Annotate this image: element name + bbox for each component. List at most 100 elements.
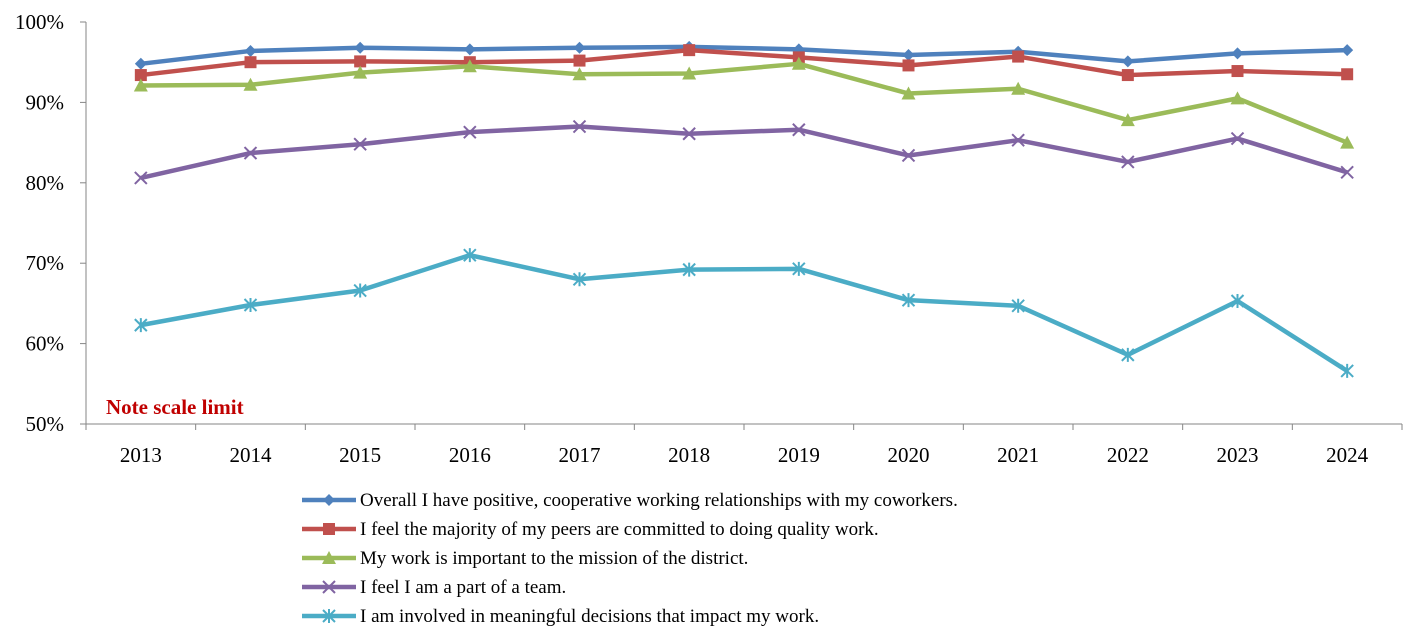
x-tick-label: 2021 (997, 443, 1039, 467)
legend-marker (322, 580, 336, 594)
legend-entry: My work is important to the mission of t… (302, 548, 748, 569)
legend-entry: Overall I have positive, cooperative wor… (302, 490, 958, 511)
x-tick-label: 2014 (230, 443, 273, 467)
legend-marker (323, 523, 335, 535)
series-4 (134, 119, 1354, 185)
data-point (243, 298, 258, 313)
legend-label: My work is important to the mission of t… (360, 548, 748, 569)
y-tick-label: 100% (15, 10, 64, 34)
series-line (140, 47, 1348, 78)
data-point (1230, 293, 1245, 308)
legend-entry: I feel I am a part of a team. (302, 577, 566, 598)
legend-marker (323, 494, 335, 506)
legend-label: I am involved in meaningful decisions th… (360, 606, 819, 627)
data-point (244, 56, 257, 69)
data-point (354, 55, 367, 68)
x-tick-label: 2022 (1107, 443, 1149, 467)
data-point (572, 67, 587, 81)
data-point (682, 127, 696, 141)
series-3 (133, 56, 1355, 149)
series-line (140, 124, 1348, 181)
y-tick-label: 50% (26, 412, 65, 436)
data-point (1341, 68, 1354, 81)
data-point (683, 44, 696, 57)
data-point (682, 66, 697, 80)
data-point (1011, 81, 1026, 95)
x-tick-label: 2024 (1326, 443, 1369, 467)
legend-entry: I feel the majority of my peers are comm… (302, 519, 879, 540)
data-point (572, 272, 587, 287)
data-point (354, 41, 367, 54)
legend-label: I feel the majority of my peers are comm… (360, 519, 879, 540)
data-point (1230, 91, 1245, 105)
x-tick-label: 2016 (449, 443, 491, 467)
legend-marker (322, 551, 336, 564)
data-point (901, 293, 916, 308)
x-tick-label: 2023 (1217, 443, 1259, 467)
data-point (1012, 50, 1025, 63)
legend-label: I feel I am a part of a team. (360, 577, 566, 598)
legend-marker (322, 609, 336, 623)
series-layer (133, 40, 1355, 378)
data-point (1231, 47, 1244, 60)
data-point (792, 123, 806, 137)
data-point (243, 146, 258, 160)
annotation-note: Note scale limit (106, 395, 244, 419)
series-5 (134, 248, 1354, 378)
data-point (353, 65, 368, 79)
data-point (463, 248, 477, 263)
axes: 50% 60% 70% 80% 90% 100% 2013 2014 2015 2016 2017 2… (15, 10, 1403, 467)
data-point (244, 44, 257, 57)
data-point (1340, 363, 1354, 378)
x-tick-label: 2017 (559, 443, 601, 467)
data-point (134, 69, 147, 82)
data-point (463, 125, 477, 139)
data-point (243, 77, 258, 91)
series-line (140, 61, 1349, 145)
x-tick-label: 2018 (668, 443, 710, 467)
legend: Overall I have positive, cooperative wor… (302, 490, 958, 627)
data-point (1230, 131, 1245, 146)
legend-entry: I am involved in meaningful decisions th… (302, 606, 819, 627)
data-point (1121, 155, 1135, 169)
y-tick-label: 60% (26, 332, 65, 356)
data-point (462, 59, 477, 73)
legend-label: Overall I have positive, cooperative wor… (360, 490, 958, 511)
series-line (140, 44, 1348, 67)
data-point (572, 119, 587, 134)
data-point (134, 57, 147, 70)
data-point (1011, 298, 1025, 313)
data-point (792, 261, 806, 276)
data-point (1231, 65, 1244, 78)
data-point (353, 283, 367, 298)
data-point (1121, 55, 1134, 68)
data-point (353, 137, 367, 151)
data-point (134, 171, 148, 185)
data-point (901, 148, 916, 163)
y-tick-label: 90% (26, 90, 65, 114)
y-tick-label: 80% (26, 171, 65, 195)
data-point (133, 78, 148, 92)
x-tick-label: 2013 (120, 443, 162, 467)
data-point (1121, 69, 1134, 82)
data-point (1340, 165, 1354, 180)
data-point (463, 43, 476, 56)
x-tick-label: 2015 (339, 443, 381, 467)
data-point (791, 56, 806, 70)
data-point (902, 59, 915, 72)
x-tick-label: 2019 (778, 443, 820, 467)
data-point (1120, 113, 1135, 127)
data-point (1121, 347, 1135, 362)
data-point (134, 318, 148, 333)
data-point (573, 41, 586, 54)
data-point (901, 86, 916, 100)
data-point (1340, 135, 1355, 149)
data-point (1341, 44, 1354, 57)
data-point (682, 262, 696, 277)
x-tick-label: 2020 (888, 443, 930, 467)
y-tick-label: 70% (26, 251, 65, 275)
data-point (1011, 133, 1025, 147)
data-point (902, 48, 915, 61)
